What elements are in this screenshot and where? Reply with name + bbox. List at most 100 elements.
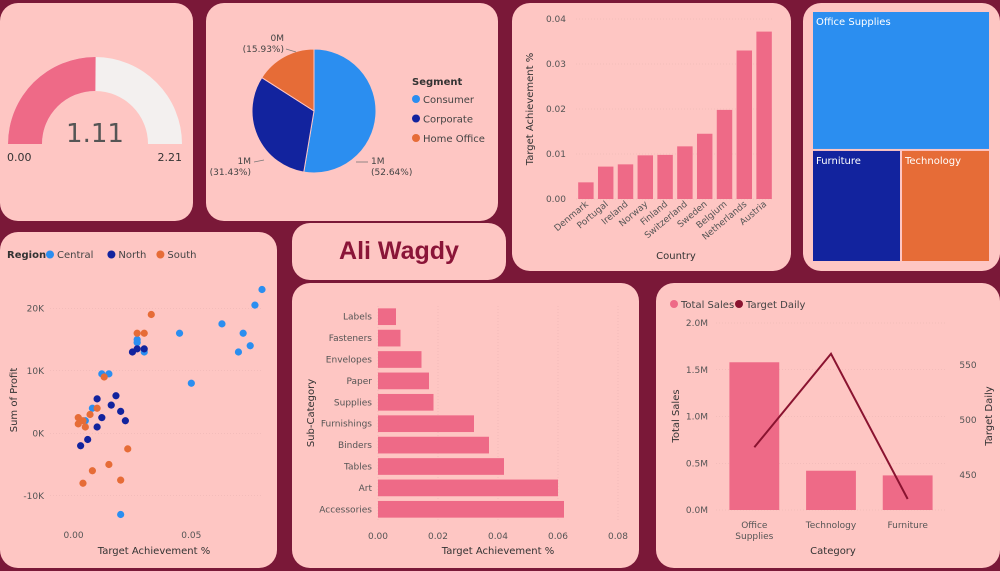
combo-legend-item-1: Target Daily xyxy=(745,300,806,311)
country-bar-portugal xyxy=(597,166,614,199)
scatter-point-south-14 xyxy=(74,414,82,422)
combo-y2label: Target Daily xyxy=(984,386,995,447)
scatter-point-south-7 xyxy=(105,460,113,469)
sub-bar-paper xyxy=(378,372,429,390)
sub-xtick-1: 0.02 xyxy=(428,532,448,542)
scatter-point-north-8 xyxy=(133,345,141,353)
gauge-value: 1.11 xyxy=(66,119,124,149)
sub-xlabel: Target Achievement % xyxy=(441,546,554,557)
sub-bar-binders xyxy=(378,436,489,454)
country-bar-belgium xyxy=(716,109,733,199)
scatter-point-north-6 xyxy=(121,417,129,425)
treemap-tile-office-supplies xyxy=(813,12,989,149)
scatter-point-central-7 xyxy=(175,329,184,337)
sub-bar-supplies xyxy=(378,393,434,411)
sub-ytick-1: Fasteners xyxy=(329,334,373,344)
scatter-legend-item-0: Central xyxy=(57,250,93,261)
scatter-xtick-0: 0.00 xyxy=(64,531,84,541)
gauge-min-label: 0.00 xyxy=(7,151,32,164)
pie-leader-2 xyxy=(285,48,297,53)
country-ytick-1: 0.01 xyxy=(546,150,566,160)
title-card: Ali Wagdy xyxy=(292,223,506,280)
country-ytick-3: 0.03 xyxy=(546,60,566,70)
country-bar-finland xyxy=(657,154,673,199)
sub-bar-labels xyxy=(378,308,396,326)
sub-ytick-4: Supplies xyxy=(334,398,372,408)
treemap-tile-furniture xyxy=(813,150,900,261)
scatter-point-south-6 xyxy=(79,479,87,487)
pie-label-0: 1M xyxy=(371,157,385,167)
country-bar-switzerland xyxy=(677,146,693,199)
sub-ytick-5: Furnishings xyxy=(321,420,372,430)
scatter-legend-item-1: North xyxy=(118,250,146,261)
scatter-point-north-4 xyxy=(107,401,115,409)
scatter-point-south-2 xyxy=(81,423,89,431)
country-bar-chart: 0.000.010.020.030.04DenmarkPortugalIrela… xyxy=(525,15,774,262)
treemap-label-1: Furniture xyxy=(816,156,861,167)
sub-ytick-9: Accessories xyxy=(319,505,372,515)
scatter-legend-item-2: South xyxy=(167,250,196,261)
scatter-point-central-10 xyxy=(234,348,243,356)
gauge-chart: 1.11 0.00 2.21 xyxy=(7,56,183,164)
combo-y2tick-2: 550 xyxy=(959,361,976,371)
pie-label-1: 1M xyxy=(238,157,252,167)
scatter-point-south-5 xyxy=(88,467,96,475)
country-bar-norway xyxy=(637,155,654,199)
combo-xtick-0-1: Supplies xyxy=(735,532,773,542)
scatter-point-south-3 xyxy=(86,410,94,419)
country-ylabel: Target Achievement % xyxy=(525,53,536,166)
scatter-point-central-12 xyxy=(246,342,254,350)
scatter-legend-dot-1 xyxy=(107,250,116,259)
sub-ytick-7: Tables xyxy=(343,463,372,473)
pie-slice-2 xyxy=(261,48,315,112)
scatter-point-south-8 xyxy=(100,373,108,381)
treemap-tile-technology xyxy=(902,150,989,261)
gauge-max-label: 2.21 xyxy=(158,151,183,164)
scatter-xlabel: Target Achievement % xyxy=(97,546,210,557)
scatter-point-central-5 xyxy=(133,335,141,344)
sub-ytick-8: Art xyxy=(359,484,373,494)
scatter-ylabel: Sum of Profit xyxy=(9,368,20,433)
scatter-point-central-9 xyxy=(218,320,226,328)
scatter-ytick-0: -10K xyxy=(23,492,45,502)
pie-legend-item-2: Home Office xyxy=(423,134,485,145)
combo-legend-dot-0 xyxy=(670,300,678,308)
combo-xlabel: Category xyxy=(810,546,856,557)
scatter-point-central-14 xyxy=(258,285,266,294)
scatter-point-south-13 xyxy=(147,310,155,319)
scatter-ytick-1: 0K xyxy=(32,429,45,439)
region-scatter-chart: -10K 0K 10K 20K 0.00 0.05 Region Central North So… xyxy=(7,250,266,557)
sub-bar-furnishings xyxy=(378,415,474,433)
scatter-point-central-15 xyxy=(117,510,125,519)
scatter-point-north-10 xyxy=(112,392,120,400)
subcategory-bar-chart: 0.00 0.02 0.04 0.06 0.08 Labels Fasteners Envel… xyxy=(306,306,628,557)
scatter-point-south-12 xyxy=(140,329,148,337)
pie-pct-label-0: (52.64%) xyxy=(371,168,412,178)
country-bar-austria xyxy=(756,31,772,199)
combo-ylabel: Total Sales xyxy=(671,389,682,443)
scatter-point-central-11 xyxy=(239,329,247,337)
combo-bar-2 xyxy=(882,475,933,510)
pie-pct-label-1: (31.43%) xyxy=(210,168,251,178)
country-bar-denmark xyxy=(578,182,594,199)
scatter-legend-title: Region xyxy=(7,250,46,261)
pie-legend-item-0: Consumer xyxy=(423,95,475,106)
pie-legend-dot-2 xyxy=(412,134,420,142)
pie-leader-1 xyxy=(253,159,265,163)
sub-ytick-6: Binders xyxy=(338,441,372,451)
sub-xtick-3: 0.06 xyxy=(548,532,568,542)
category-combo-chart: 0.0M 0.5M 1.0M 1.5M 2.0M 450 500 550 OfficeSuppl… xyxy=(670,300,995,557)
scatter-point-central-13 xyxy=(251,301,259,309)
combo-ytick-4: 2.0M xyxy=(686,319,708,329)
scatter-legend-dot-2 xyxy=(156,250,165,259)
gauge-fill xyxy=(8,56,96,144)
treemap-label-2: Technology xyxy=(904,156,961,167)
combo-ytick-0: 0.0M xyxy=(686,506,708,516)
combo-ytick-1: 0.5M xyxy=(686,459,708,469)
combo-bar-1 xyxy=(806,470,856,510)
combo-ytick-3: 1.5M xyxy=(686,366,708,376)
sub-bar-accessories xyxy=(378,500,564,518)
sub-ytick-2: Envelopes xyxy=(326,356,373,366)
combo-ytick-2: 1.0M xyxy=(686,413,708,423)
sub-bar-envelopes xyxy=(378,351,422,368)
